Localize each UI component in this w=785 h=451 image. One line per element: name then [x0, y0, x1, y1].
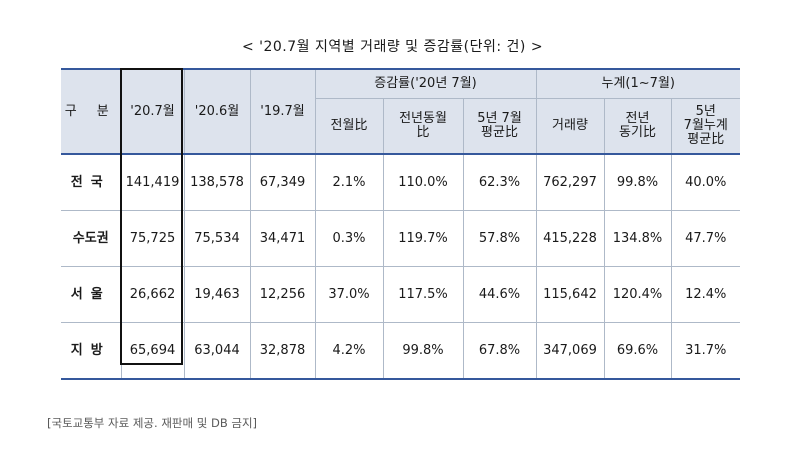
header-group: 구 분 [61, 69, 122, 154]
value-2020-06: 75,534 [183, 210, 251, 267]
header-2020-07: '20.7월 [120, 69, 185, 154]
header-yoy-line2: 比 [416, 125, 430, 140]
value-cum-yoy: 120.4% [603, 266, 672, 323]
value-2020-07: 141,419 [120, 154, 185, 211]
table-row: 서울 26,662 19,463 12,256 37.0% 117.5% 44.… [61, 266, 740, 323]
value-cum-yoy: 99.8% [603, 154, 672, 211]
value-cum-yoy: 69.6% [603, 322, 672, 379]
value-avg5: 62.3% [462, 154, 537, 211]
header-change-group: 증감률('20년 7월) [314, 69, 537, 99]
value-mom: 37.0% [314, 266, 384, 323]
value-yoy: 110.0% [382, 154, 464, 211]
value-2019-07: 32,878 [249, 322, 316, 379]
value-yoy: 119.7% [382, 210, 464, 267]
value-mom: 0.3% [314, 210, 384, 267]
value-2020-06: 19,463 [183, 266, 251, 323]
value-2019-07: 67,349 [249, 154, 316, 211]
header-row-1: 구 분 '20.7월 '20.6월 '19.7월 증감률('20년 7월) 누계… [61, 69, 740, 154]
value-cum: 415,228 [535, 210, 605, 267]
value-mom: 2.1% [314, 154, 384, 211]
header-cum-yoy: 전년 동기比 [603, 98, 672, 154]
source-note: [국토교통부 자료 제공. 재판매 및 DB 금지] [47, 416, 258, 430]
value-2020-07: 65,694 [120, 322, 185, 379]
header-cum-avg5-line2: 7월누계 [683, 118, 728, 133]
header-yoy-line1: 전년동월 [399, 111, 447, 126]
value-2020-06: 138,578 [183, 154, 251, 211]
value-yoy: 117.5% [382, 266, 464, 323]
value-cum: 115,642 [535, 266, 605, 323]
value-avg5: 57.8% [462, 210, 537, 267]
region-label: 지방 [61, 322, 122, 379]
value-cum-yoy: 134.8% [603, 210, 672, 267]
header-2019-07: '19.7월 [249, 69, 316, 154]
value-cum-avg5: 40.0% [670, 154, 740, 211]
header-cumulative-group: 누계(1~7월) [535, 69, 740, 99]
value-yoy: 99.8% [382, 322, 464, 379]
header-cum-yoy-line1: 전년 [625, 111, 650, 126]
table-title: < '20.7월 지역별 거래량 및 증감률(단위: 건) > [241, 39, 544, 55]
header-cum-avg5-line1: 5년 [695, 104, 716, 119]
header-avg5: 5년 7월 평균比 [462, 98, 537, 154]
value-2019-07: 34,471 [249, 210, 316, 267]
header-cum-avg5-line3: 평균比 [687, 132, 725, 147]
header-cum-yoy-line2: 동기比 [619, 125, 656, 140]
value-cum: 347,069 [535, 322, 605, 379]
header-row-2: 전월比 전년동월 比 5년 7월 평균比 거래량 전년 동기比 5년 7월누계 평균比 [61, 98, 740, 154]
value-cum-avg5: 31.7% [670, 322, 740, 379]
header-avg5-line2: 평균比 [481, 125, 518, 140]
region-label: 수도권 [61, 210, 122, 267]
transaction-volume-table: 구 분 '20.7월 '20.6월 '19.7월 증감률('20년 7월) 누계… [61, 68, 740, 380]
region-label: 전국 [61, 154, 122, 211]
table-row: 수도권 75,725 75,534 34,471 0.3% 119.7% 57.… [61, 210, 740, 267]
value-cum-avg5: 47.7% [670, 210, 740, 267]
value-cum: 762,297 [535, 154, 605, 211]
header-mom: 전월比 [315, 98, 384, 154]
value-2020-07: 26,662 [120, 266, 185, 323]
table-row: 전국 141,419 138,578 67,349 2.1% 110.0% 62… [61, 154, 740, 211]
header-avg5-line1: 5년 7월 [477, 111, 522, 126]
value-2020-07: 75,725 [120, 210, 185, 267]
header-cum-volume: 거래량 [535, 98, 605, 154]
header-2020-06: '20.6월 [183, 69, 251, 154]
value-avg5: 67.8% [462, 322, 537, 379]
value-mom: 4.2% [314, 322, 384, 379]
region-label: 서울 [61, 266, 122, 323]
value-2020-06: 63,044 [183, 322, 251, 379]
header-cum-avg5: 5년 7월누계 평균比 [670, 98, 740, 154]
value-cum-avg5: 12.4% [670, 266, 740, 323]
table-row: 지방 65,694 63,044 32,878 4.2% 99.8% 67.8%… [61, 322, 740, 379]
value-avg5: 44.6% [462, 266, 537, 323]
value-2019-07: 12,256 [249, 266, 316, 323]
header-yoy: 전년동월 比 [382, 98, 464, 154]
